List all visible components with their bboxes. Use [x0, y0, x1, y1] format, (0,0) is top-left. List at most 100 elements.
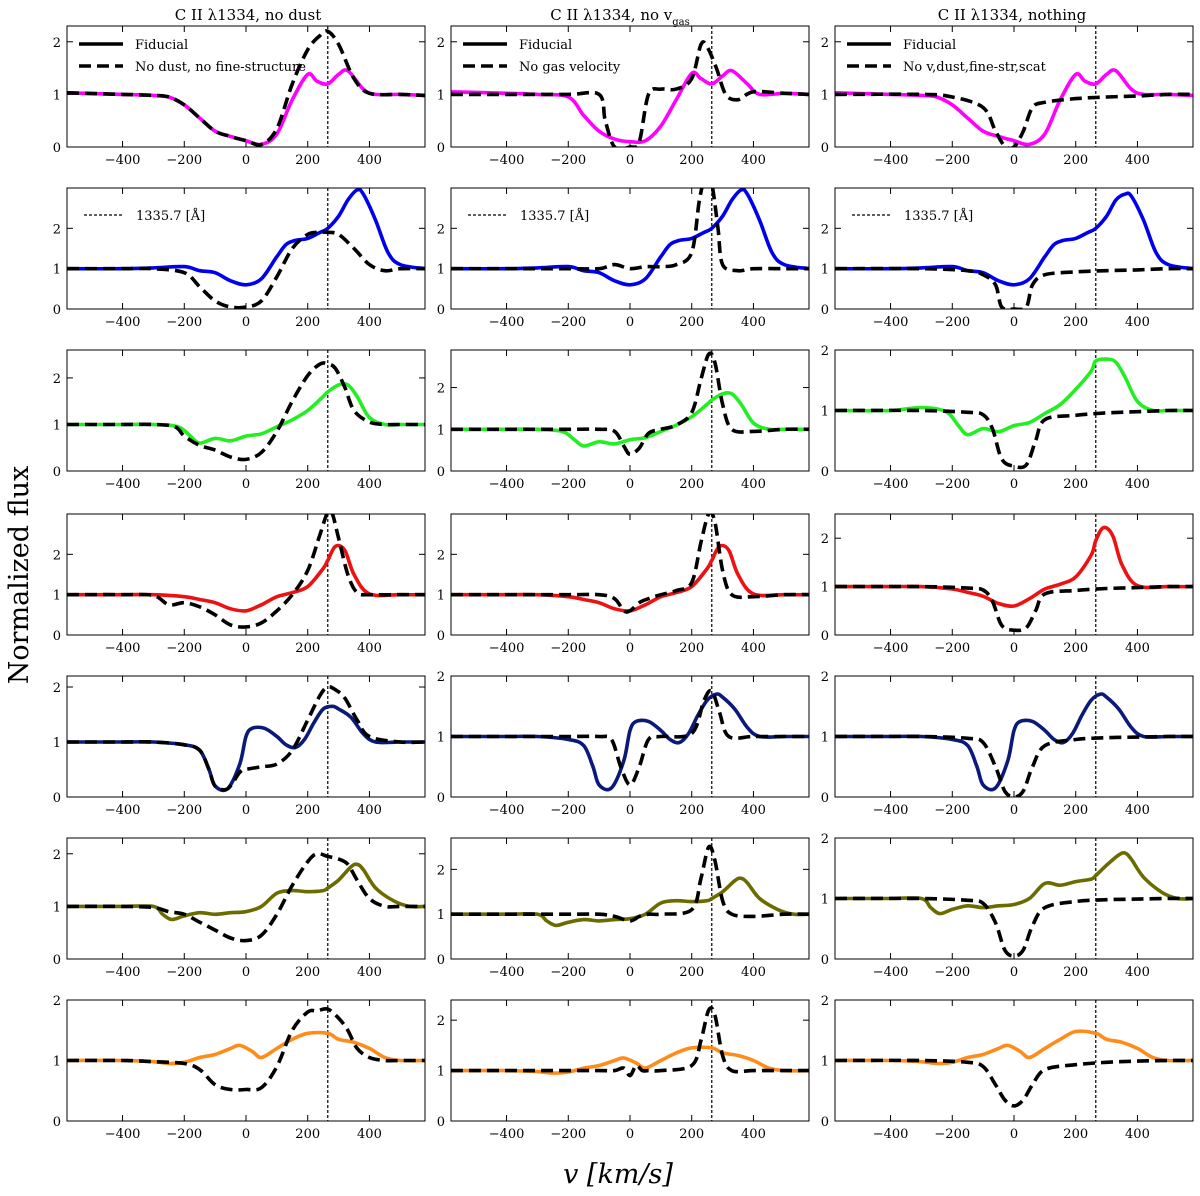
legend-solid-label: Fiducial	[903, 38, 956, 53]
y-tick-label: 0	[53, 953, 61, 968]
x-tick-label: 200	[1063, 803, 1088, 818]
x-tick-label: 200	[679, 641, 704, 656]
y-tick-label: 1	[53, 263, 61, 278]
panel-frame	[450, 675, 810, 798]
x-tick-label: −200	[166, 641, 202, 656]
x-tick-label: −400	[489, 641, 525, 656]
series-fiducial-line	[451, 188, 809, 287]
y-tick-label: 0	[53, 141, 61, 156]
series-group	[67, 1007, 425, 1092]
x-tick-label: 0	[242, 153, 250, 168]
panel-r6-c3: −400 −200 0 200 400 0 1 2	[821, 832, 1194, 980]
x-tick-label: −200	[934, 315, 970, 330]
panel-frame	[450, 999, 810, 1122]
y-tick-label: 2	[821, 344, 829, 359]
y-axis-label: Normalized flux	[4, 466, 35, 684]
x-tick-label: −400	[105, 641, 141, 656]
x-tick-label: 200	[1063, 1127, 1088, 1142]
x-tick-label: 400	[741, 803, 766, 818]
x-tick-label: 200	[1063, 315, 1088, 330]
x-tick-label: −400	[873, 477, 909, 492]
series-dashed-line	[451, 514, 809, 614]
series-fiducial-line	[67, 543, 425, 613]
y-tick-label: 2	[821, 832, 829, 847]
series-group	[835, 191, 1193, 309]
x-tick-label: 0	[626, 315, 634, 330]
series-dashed-line	[835, 584, 1193, 633]
panel-r2-c3: −400 −200 0 200 400 0 1 2 1335.7 [Å]	[821, 187, 1194, 330]
y-tick-label: 0	[437, 953, 445, 968]
series-fiducial-line	[835, 1029, 1193, 1066]
series-fiducial-line	[67, 381, 425, 445]
x-tick-label: −200	[934, 153, 970, 168]
series-group	[67, 514, 425, 629]
x-tick-label: 400	[741, 1127, 766, 1142]
series-group	[451, 188, 809, 287]
x-tick-label: −200	[934, 965, 970, 980]
series-dashed-line	[835, 266, 1193, 309]
x-tick-label: 400	[741, 315, 766, 330]
y-tick-label: 1	[821, 405, 829, 420]
series-group	[67, 361, 425, 462]
panel-frame	[66, 25, 426, 148]
series-dashed-line	[451, 40, 809, 147]
panel-r1-c2: −400 −200 0 200 400 0 1 2 Fiducial No gas velocit…	[437, 25, 810, 168]
x-tick-label: −200	[550, 965, 586, 980]
x-tick-label: 200	[679, 965, 704, 980]
panel-frame	[450, 513, 810, 636]
x-tick-label: 200	[295, 153, 320, 168]
x-tick-label: −200	[550, 803, 586, 818]
x-tick-label: 400	[741, 641, 766, 656]
column-titles: C II λ1334, no dust C II λ1334, no vgas …	[175, 6, 1087, 28]
y-tick-label: 0	[437, 629, 445, 644]
series-group	[835, 68, 1193, 147]
x-tick-label: −400	[873, 315, 909, 330]
series-fiducial-line	[835, 692, 1193, 792]
series-fiducial-line	[451, 692, 809, 792]
panel-r1-c1: −400 −200 0 200 400 0 1 2 Fiducial No dust, no fi…	[53, 25, 426, 168]
panel-frame	[834, 513, 1194, 636]
y-tick-label: 1	[53, 589, 61, 604]
series-dashed-line	[451, 351, 809, 457]
panel-r7-c3: −400 −200 0 200 400 0 1 2	[821, 994, 1194, 1142]
x-tick-label: 0	[626, 153, 634, 168]
y-tick-label: 0	[437, 791, 445, 806]
x-tick-label: −200	[550, 477, 586, 492]
y-tick-label: 2	[821, 36, 829, 51]
y-tick-label: 1	[821, 731, 829, 746]
series-group	[451, 844, 809, 928]
x-tick-label: −200	[550, 153, 586, 168]
panel-frame	[66, 513, 426, 636]
series-dashed-line	[835, 1058, 1193, 1108]
x-tick-label: 400	[1125, 803, 1150, 818]
y-tick-label: 2	[437, 670, 445, 685]
legend-solid-label: Fiducial	[135, 38, 188, 53]
x-tick-label: 0	[1010, 965, 1018, 980]
x-tick-label: −200	[550, 315, 586, 330]
x-tick-label: 200	[1063, 965, 1088, 980]
x-tick-label: 400	[741, 477, 766, 492]
x-tick-label: −400	[489, 803, 525, 818]
legend-dashed-label: No dust, no fine-structure	[135, 60, 306, 75]
series-group	[451, 688, 809, 792]
x-tick-label: 400	[1125, 477, 1150, 492]
y-tick-label: 2	[437, 548, 445, 563]
panel-frame	[450, 349, 810, 472]
y-tick-label: 2	[437, 1014, 445, 1029]
x-tick-label: −400	[489, 965, 525, 980]
panel-frame	[834, 349, 1194, 472]
y-tick-label: 0	[53, 1115, 61, 1130]
series-fiducial-line	[67, 704, 425, 793]
panel-frame	[834, 25, 1194, 148]
series-fiducial-line	[451, 543, 809, 613]
x-tick-label: 0	[242, 641, 250, 656]
y-tick-label: 1	[821, 893, 829, 908]
y-tick-label: 1	[437, 908, 445, 923]
x-tick-label: 0	[626, 477, 634, 492]
y-tick-label: 2	[53, 548, 61, 563]
x-tick-label: 400	[1125, 153, 1150, 168]
x-tick-label: 400	[1125, 965, 1150, 980]
y-tick-label: 0	[821, 1115, 829, 1130]
y-tick-label: 0	[821, 465, 829, 480]
